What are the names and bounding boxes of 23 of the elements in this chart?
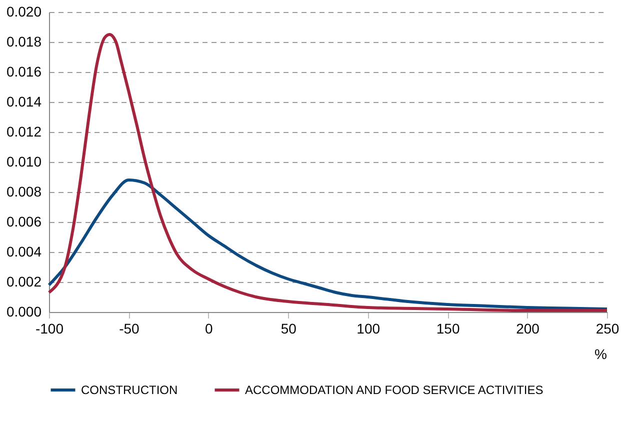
y-tick-label: 0.006 (6, 214, 42, 230)
y-tick-label: 0.012 (6, 124, 42, 140)
y-tick-label: 0.002 (6, 274, 42, 290)
y-tick-label: 0.016 (6, 64, 42, 80)
x-tick-label: -50 (119, 320, 140, 336)
y-tick-label: 0.000 (6, 304, 42, 320)
y-tick-label: 0.018 (6, 34, 42, 50)
y-tick-label: 0.020 (6, 4, 42, 20)
y-tick-label: 0.014 (6, 94, 42, 110)
legend-label: ACCOMMODATION AND FOOD SERVICE ACTIVITIES (245, 383, 544, 397)
legend-label: CONSTRUCTION (81, 383, 178, 397)
x-tick-label: 100 (356, 320, 380, 336)
y-tick-label: 0.010 (6, 154, 42, 170)
y-tick-label: 0.008 (6, 184, 42, 200)
x-tick-label: 0 (205, 320, 214, 336)
y-tick-label: 0.004 (6, 244, 42, 260)
x-axis-title: % (594, 346, 607, 362)
x-tick-label: 150 (436, 320, 460, 336)
x-tick-label: 200 (516, 320, 540, 336)
x-tick-label: 50 (280, 320, 297, 336)
x-tick-label: -100 (35, 320, 64, 336)
x-tick-label: 250 (596, 320, 620, 336)
line-series (48, 178, 608, 310)
